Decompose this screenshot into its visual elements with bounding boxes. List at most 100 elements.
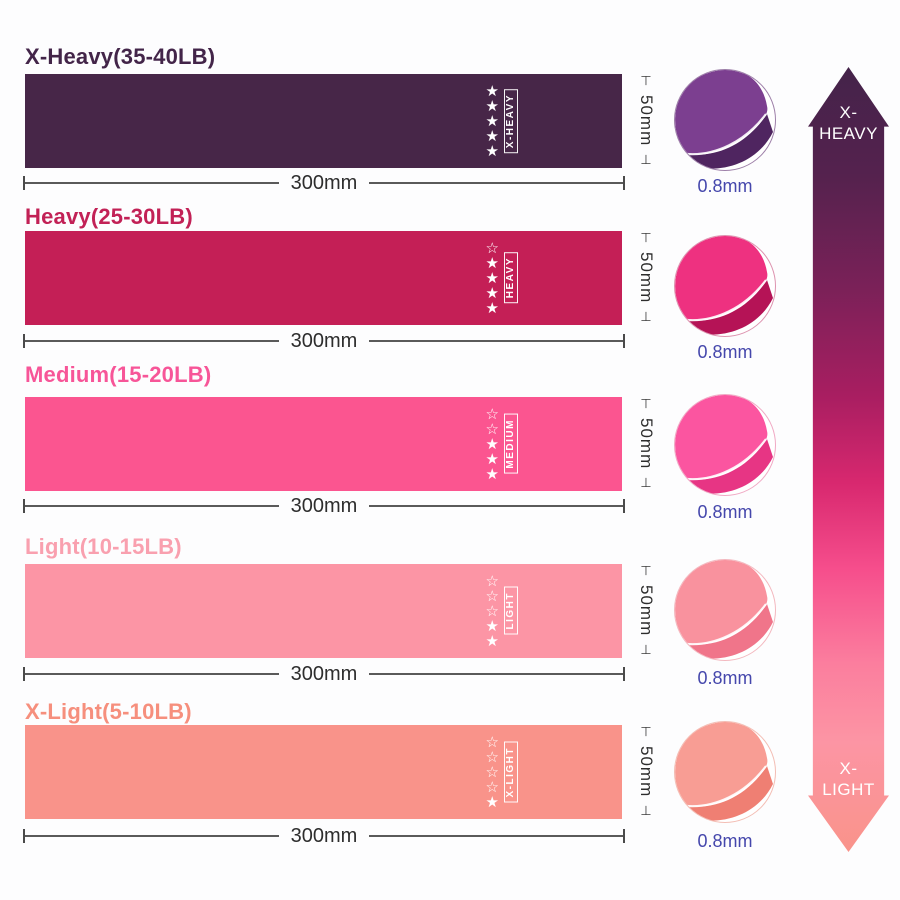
width-dimension: 300mm bbox=[23, 825, 626, 847]
height-dimension-label: 50mm bbox=[637, 95, 656, 147]
band-title: Heavy(25-30LB) bbox=[25, 204, 193, 229]
band-title: Light(10-15LB) bbox=[25, 534, 182, 559]
band-fold-surface bbox=[675, 395, 768, 480]
height-dimension: ⊤ 50mm ⊥ bbox=[633, 725, 659, 819]
band-title: X-Light(5-10LB) bbox=[25, 699, 192, 724]
dimension-tick bbox=[23, 667, 25, 681]
star-filled-icon: ★ bbox=[485, 97, 499, 115]
dimension-tick bbox=[623, 334, 626, 348]
dimension-line bbox=[369, 505, 624, 507]
band-strength-label: MEDIUM bbox=[504, 414, 518, 474]
dimension-cap-bottom: ⊥ bbox=[640, 475, 652, 491]
band-rating-block: ☆ ☆ ☆ ☆ ★ X-LIGHT bbox=[485, 733, 518, 810]
folded-band-image bbox=[674, 235, 776, 337]
thickness-label: 0.8mm bbox=[697, 668, 753, 688]
width-dimension-label: 300mm bbox=[290, 824, 358, 847]
thickness-photo bbox=[673, 720, 777, 824]
dimension-tick bbox=[23, 334, 25, 348]
band-fold-seam bbox=[686, 279, 767, 322]
width-dimension: 300mm bbox=[23, 330, 626, 352]
star-filled-icon: ★ bbox=[485, 435, 499, 453]
thickness-label: 0.8mm bbox=[697, 502, 753, 522]
thickness-label: 0.8mm bbox=[697, 831, 753, 851]
dimension-line bbox=[25, 505, 279, 507]
star-filled-icon: ★ bbox=[485, 617, 499, 635]
star-filled-icon: ★ bbox=[485, 299, 499, 317]
height-dimension-label: 50mm bbox=[637, 585, 656, 637]
dimension-line bbox=[25, 673, 279, 675]
star-outline-icon: ☆ bbox=[485, 733, 499, 751]
star-outline-icon: ☆ bbox=[485, 405, 499, 423]
star-rating: ☆ ☆ ☆ ★ ★ bbox=[485, 574, 499, 650]
dimension-line bbox=[369, 340, 624, 342]
band-fold-seam bbox=[686, 765, 767, 808]
band-fold-surface bbox=[675, 236, 768, 321]
thickness-photo bbox=[673, 558, 777, 662]
band-fold-under bbox=[687, 114, 773, 169]
dimension-cap-bottom: ⊥ bbox=[640, 309, 652, 325]
band-fold-surface bbox=[675, 722, 768, 807]
dimension-tick bbox=[23, 499, 25, 513]
folded-band-image bbox=[674, 721, 776, 823]
dimension-tick bbox=[23, 829, 25, 843]
band-title: X-Heavy(35-40LB) bbox=[25, 44, 216, 69]
band-fold-seam bbox=[686, 438, 767, 481]
band-fold-under bbox=[687, 280, 773, 335]
star-filled-icon: ★ bbox=[485, 127, 499, 145]
arrow-top-label: X- HEAVY bbox=[819, 103, 878, 144]
dimension-tick bbox=[623, 829, 626, 843]
band-title: Medium(15-20LB) bbox=[25, 362, 212, 387]
dimension-cap-bottom: ⊥ bbox=[640, 152, 652, 168]
band-fold-surface bbox=[675, 70, 768, 155]
star-outline-icon: ☆ bbox=[485, 763, 499, 781]
width-dimension: 300mm bbox=[23, 495, 626, 517]
band-fold-under bbox=[687, 604, 773, 659]
star-rating: ☆ ☆ ★ ★ ★ bbox=[485, 405, 499, 482]
height-dimension: ⊤ 50mm ⊥ bbox=[633, 564, 659, 657]
star-outline-icon: ☆ bbox=[485, 239, 499, 257]
band-swatch: ☆ ☆ ★ ★ ★ MEDIUM bbox=[25, 397, 622, 491]
dimension-cap-top: ⊤ bbox=[640, 564, 652, 579]
width-dimension-label: 300mm bbox=[290, 171, 358, 194]
band-fold-under bbox=[687, 439, 773, 494]
star-outline-icon: ☆ bbox=[485, 602, 499, 620]
band-fold-seam bbox=[686, 113, 767, 156]
height-dimension: ⊤ 50mm ⊥ bbox=[633, 232, 659, 325]
star-outline-icon: ☆ bbox=[485, 587, 499, 605]
dimension-line bbox=[25, 182, 279, 184]
star-outline-icon: ☆ bbox=[485, 420, 499, 438]
folded-band-image bbox=[674, 69, 776, 171]
strength-gradient-arrow: X- HEAVY X- LIGHT bbox=[808, 67, 889, 852]
height-dimension-label: 50mm bbox=[637, 746, 656, 798]
dimension-tick bbox=[623, 667, 626, 681]
width-dimension-label: 300mm bbox=[290, 494, 358, 517]
dimension-cap-top: ⊤ bbox=[640, 725, 652, 740]
band-fold-surface bbox=[675, 560, 768, 645]
star-filled-icon: ★ bbox=[485, 450, 499, 468]
band-strength-label: X-LIGHT bbox=[504, 741, 518, 803]
width-dimension: 300mm bbox=[23, 663, 626, 685]
star-rating: ☆ ★ ★ ★ ★ bbox=[485, 239, 499, 317]
dimension-cap-top: ⊤ bbox=[640, 74, 652, 89]
width-dimension-label: 300mm bbox=[290, 662, 358, 685]
arrow-bottom-label: X- LIGHT bbox=[822, 758, 875, 799]
star-filled-icon: ★ bbox=[485, 82, 499, 100]
dimension-line bbox=[25, 835, 279, 837]
height-dimension: ⊤ 50mm ⊥ bbox=[633, 74, 659, 168]
dimension-line bbox=[369, 835, 624, 837]
dimension-cap-bottom: ⊥ bbox=[640, 803, 652, 819]
band-swatch: ★ ★ ★ ★ ★ X-HEAVY bbox=[25, 74, 622, 168]
folded-band-image bbox=[674, 394, 776, 496]
band-rating-block: ☆ ☆ ★ ★ ★ MEDIUM bbox=[485, 405, 518, 482]
star-filled-icon: ★ bbox=[485, 632, 499, 650]
star-outline-icon: ☆ bbox=[485, 748, 499, 766]
height-dimension-label: 50mm bbox=[637, 252, 656, 304]
band-fold-seam bbox=[686, 603, 767, 646]
band-rating-block: ★ ★ ★ ★ ★ X-HEAVY bbox=[485, 82, 518, 159]
star-filled-icon: ★ bbox=[485, 284, 499, 302]
band-fold-under bbox=[687, 766, 773, 821]
star-rating: ☆ ☆ ☆ ☆ ★ bbox=[485, 733, 499, 810]
band-swatch: ☆ ★ ★ ★ ★ HEAVY bbox=[25, 231, 622, 325]
folded-band-image bbox=[674, 559, 776, 661]
